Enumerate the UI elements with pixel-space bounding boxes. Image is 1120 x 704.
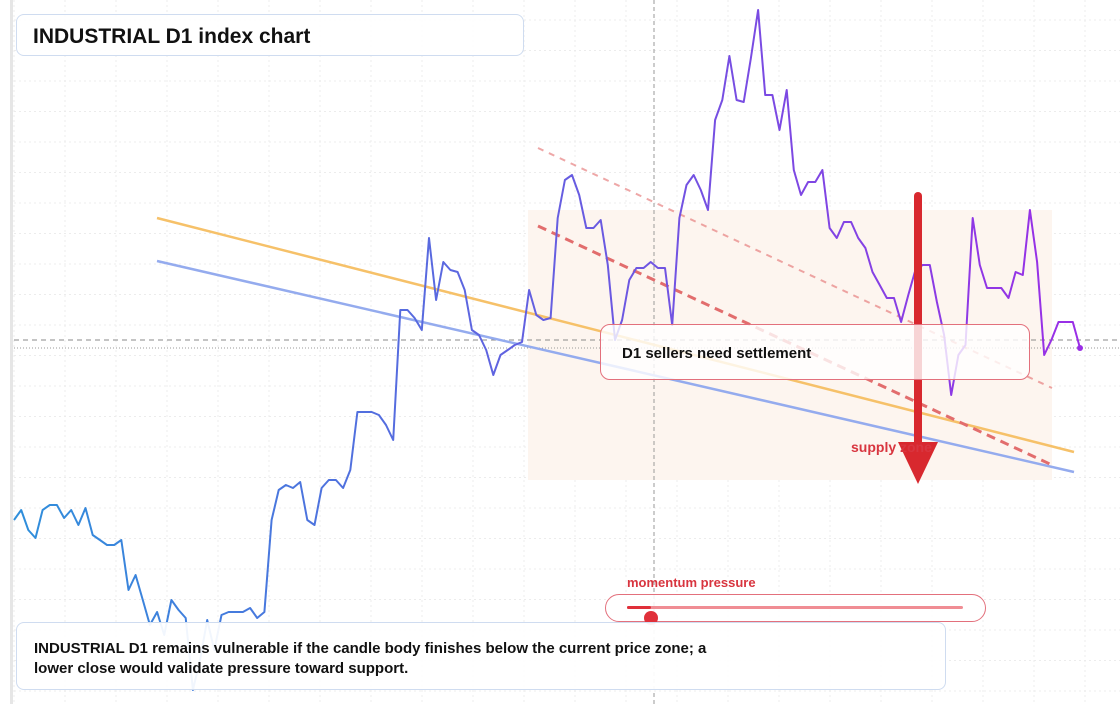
caption-text: INDUSTRIAL D1 remains vulnerable if the … bbox=[34, 640, 707, 677]
trendline-resistance-lower bbox=[537, 224, 1053, 467]
momentum-fill bbox=[627, 606, 651, 609]
last-price-marker bbox=[1077, 345, 1083, 351]
annotation-box: D1 sellers need settlement bbox=[600, 324, 1030, 380]
momentum-label: momentum pressure bbox=[627, 575, 756, 590]
down-arrow bbox=[898, 192, 938, 484]
caption-box: INDUSTRIAL D1 remains vulnerable if the … bbox=[16, 622, 946, 690]
supply-zone-label: supply zone bbox=[851, 439, 932, 455]
title-box: INDUSTRIAL D1 index chart bbox=[16, 14, 524, 56]
chart-left-edge bbox=[10, 0, 13, 704]
momentum-slider[interactable] bbox=[605, 594, 986, 625]
annotation-text: D1 sellers need settlement bbox=[622, 345, 812, 362]
momentum-thumb[interactable] bbox=[643, 611, 658, 625]
arrow-head bbox=[898, 442, 938, 484]
chart-title: INDUSTRIAL D1 index chart bbox=[33, 25, 311, 48]
momentum-track bbox=[627, 606, 963, 625]
